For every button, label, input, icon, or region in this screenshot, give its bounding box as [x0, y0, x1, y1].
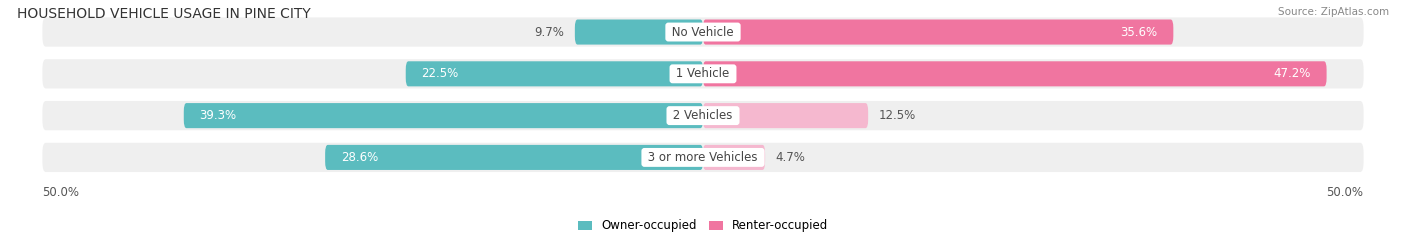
FancyBboxPatch shape — [703, 61, 1327, 86]
Text: 39.3%: 39.3% — [200, 109, 236, 122]
FancyBboxPatch shape — [406, 61, 703, 86]
Text: 22.5%: 22.5% — [422, 67, 458, 80]
FancyBboxPatch shape — [184, 103, 703, 128]
FancyBboxPatch shape — [42, 59, 1364, 88]
Text: 50.0%: 50.0% — [1327, 186, 1364, 199]
Text: 47.2%: 47.2% — [1274, 67, 1310, 80]
Text: 28.6%: 28.6% — [342, 151, 378, 164]
Text: Source: ZipAtlas.com: Source: ZipAtlas.com — [1278, 7, 1389, 17]
Text: No Vehicle: No Vehicle — [668, 26, 738, 39]
FancyBboxPatch shape — [325, 145, 703, 170]
FancyBboxPatch shape — [703, 103, 868, 128]
Text: 9.7%: 9.7% — [534, 26, 564, 39]
Text: 12.5%: 12.5% — [879, 109, 915, 122]
Text: 35.6%: 35.6% — [1121, 26, 1157, 39]
Text: 2 Vehicles: 2 Vehicles — [669, 109, 737, 122]
Text: 50.0%: 50.0% — [42, 186, 79, 199]
FancyBboxPatch shape — [703, 145, 765, 170]
FancyBboxPatch shape — [42, 17, 1364, 47]
FancyBboxPatch shape — [42, 101, 1364, 130]
FancyBboxPatch shape — [575, 19, 703, 44]
Text: 3 or more Vehicles: 3 or more Vehicles — [644, 151, 762, 164]
Legend: Owner-occupied, Renter-occupied: Owner-occupied, Renter-occupied — [578, 219, 828, 232]
Text: HOUSEHOLD VEHICLE USAGE IN PINE CITY: HOUSEHOLD VEHICLE USAGE IN PINE CITY — [17, 7, 311, 21]
FancyBboxPatch shape — [42, 143, 1364, 172]
Text: 1 Vehicle: 1 Vehicle — [672, 67, 734, 80]
Text: 4.7%: 4.7% — [776, 151, 806, 164]
FancyBboxPatch shape — [703, 19, 1174, 44]
